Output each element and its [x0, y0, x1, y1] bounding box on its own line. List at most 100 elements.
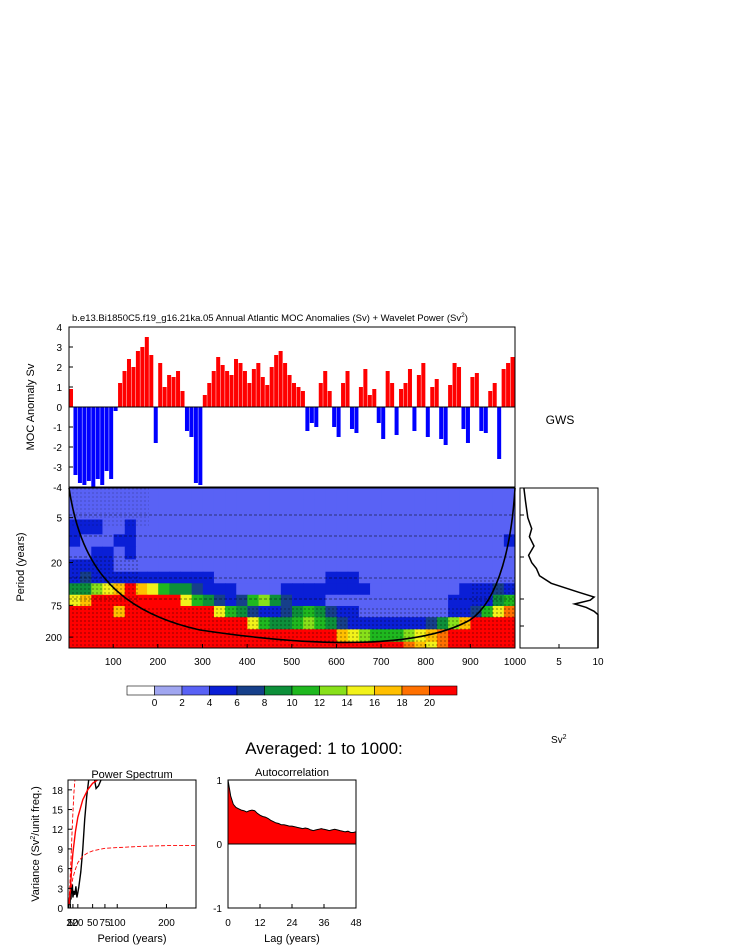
wavelet-cell: [436, 499, 449, 520]
ps-frame: [67, 779, 197, 909]
chart-title-sup: 2: [461, 312, 465, 319]
moc-bar: [104, 407, 109, 471]
moc-bar: [394, 407, 399, 435]
moc-bar: [158, 363, 163, 407]
moc-bar: [309, 407, 314, 423]
wavelet-cell: [381, 534, 393, 548]
wavelet-xtick-label: 700: [373, 657, 390, 668]
moc-y-axis: 4 3 2 1 0 -1 -2 -3 -4: [53, 323, 73, 494]
wavelet-cell: [303, 583, 315, 596]
averaged-title: Averaged: 1 to 1000:: [245, 739, 403, 758]
wavelet-cell: [247, 594, 260, 607]
moc-bar: [314, 407, 319, 427]
wavelet-xtick-label: 600: [328, 657, 345, 668]
wavelet-cell: [470, 559, 483, 573]
moc-bar: [77, 407, 82, 483]
wavelet-cell: [213, 546, 226, 560]
wavelet-cell: [292, 571, 304, 584]
moc-bar: [385, 371, 390, 407]
wavelet-cell: [314, 546, 326, 560]
wavelet-cell: [169, 534, 181, 548]
moc-bar: [457, 367, 462, 407]
wavelet-cell: [503, 546, 515, 560]
wavelet-cell: [124, 534, 137, 548]
ac-xtick-label: 0: [225, 918, 231, 929]
colorbar-box: [126, 685, 155, 696]
moc-bar: [292, 383, 297, 407]
wavelet-cell: [147, 583, 159, 596]
moc-bar: [265, 385, 270, 407]
wavelet-cell: [169, 499, 181, 520]
ps-line-red-noise-95: [68, 780, 76, 902]
moc-bar: [220, 365, 225, 407]
colorbar-box: [346, 685, 375, 696]
ps-xlabel: Period (years): [97, 933, 166, 945]
wavelet-cell: [358, 499, 371, 520]
wavelet-cell: [347, 571, 360, 584]
colorbar-box: [236, 685, 265, 696]
wavelet-cell: [80, 534, 92, 548]
moc-bar: [211, 371, 216, 407]
wavelet-cell: [258, 534, 271, 548]
moc-bar: [367, 395, 372, 407]
wavelet-cell: [158, 594, 170, 607]
wavelet-cell: [280, 499, 293, 520]
wavelet-cell: [470, 499, 483, 520]
wavelet-cell: [202, 534, 215, 548]
wavelet-cell: [202, 583, 215, 596]
wavelet-cell: [102, 546, 115, 560]
moc-bar: [180, 391, 185, 407]
wavelet-cell: [191, 499, 204, 520]
wavelet-cell: [247, 488, 260, 500]
wavelet-cell: [269, 534, 282, 548]
wavelet-cell: [347, 499, 360, 520]
moc-bar: [91, 407, 96, 487]
wavelet-cell: [258, 583, 271, 596]
wavelet-cell: [247, 559, 260, 573]
wavelet-cell: [202, 546, 215, 560]
moc-bar: [100, 407, 105, 485]
wavelet-cell: [258, 594, 271, 607]
moc-bar: [470, 377, 475, 407]
wavelet-cell: [436, 594, 449, 607]
moc-bar: [238, 363, 243, 407]
moc-bar: [135, 351, 140, 407]
moc-bar: [202, 395, 207, 407]
wavelet-cell: [370, 583, 382, 596]
wavelet-cell: [381, 488, 393, 500]
moc-bar: [300, 391, 305, 407]
wavelet-cell: [213, 583, 226, 596]
wavelet-cell: [381, 583, 393, 596]
moc-bar: [443, 407, 448, 445]
colorbar-label: 18: [396, 698, 408, 709]
wavelet-cell: [347, 546, 360, 560]
moc-bar: [113, 407, 118, 411]
wavelet-cell: [347, 534, 360, 548]
wavelet-cell: [180, 519, 193, 535]
moc-bar: [345, 371, 350, 407]
wavelet-cell: [280, 559, 293, 573]
wavelet-cell: [213, 519, 226, 535]
wavelet-cell: [91, 546, 103, 560]
ps-ytick-label: 0: [57, 904, 63, 915]
wavelet-cell: [269, 559, 282, 573]
moc-bar: [336, 407, 341, 437]
stipple-region-top: [69, 488, 149, 528]
wavelet-cell: [448, 594, 460, 607]
wavelet-cell: [503, 499, 515, 520]
wavelet-xtick-label: 500: [283, 657, 300, 668]
wavelet-cell: [303, 488, 315, 500]
wavelet-cell: [292, 559, 304, 573]
wavelet-xtick-label: 800: [417, 657, 434, 668]
wavelet-cell: [213, 488, 226, 500]
moc-bar: [216, 357, 221, 407]
moc-bar: [225, 371, 230, 407]
gws-xtick-label: 10: [592, 657, 604, 668]
moc-bar: [412, 407, 417, 431]
moc-bar: [381, 407, 386, 439]
wavelet-cell: [247, 546, 260, 560]
wavelet-cell: [436, 534, 449, 548]
wavelet-cell: [336, 499, 349, 520]
ac-title: Autocorrelation: [255, 767, 329, 779]
wavelet-cell: [158, 583, 170, 596]
